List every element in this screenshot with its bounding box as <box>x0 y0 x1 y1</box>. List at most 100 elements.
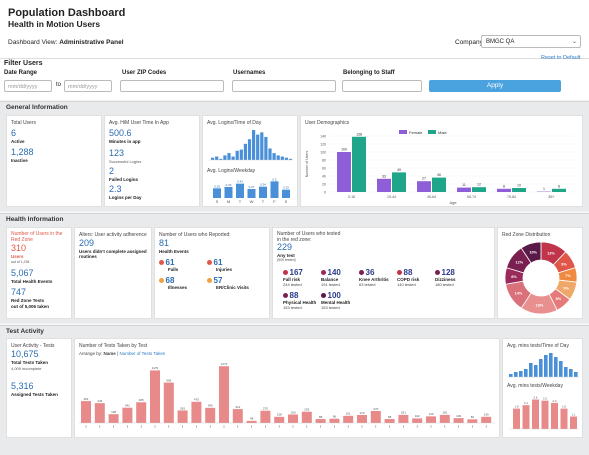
test-bar <box>481 416 492 423</box>
login-weekday-value: 0.27 <box>249 185 255 189</box>
company-select[interactable]: BMGC QA ⌄ <box>481 35 581 48</box>
donut-label: 7% <box>565 274 571 278</box>
legend-male-swatch <box>428 130 436 134</box>
y-tick: 40 <box>322 175 326 179</box>
login-time-bar <box>227 153 231 160</box>
status-dot-icon <box>397 270 402 275</box>
redzone-card: Number of Users in the Red Zone 310 User… <box>6 227 72 319</box>
zip-input[interactable] <box>120 80 224 92</box>
test-bar <box>246 420 257 423</box>
distribution-donut: 13% 9% 7% 9% 8% 18% 14% 8% 12% 10% <box>504 241 578 315</box>
staff-label: Belonging to Staff <box>343 70 395 76</box>
dashboard-view: Dashboard View: Administrative Panel <box>8 39 124 46</box>
male-value: 49 <box>397 168 401 172</box>
apply-button[interactable]: Apply <box>429 80 561 92</box>
login-weekday-bar <box>247 189 256 198</box>
active-label: Active <box>11 139 25 144</box>
arrange-by: Arrange by: Name | Number of Tests Taken <box>79 351 165 356</box>
usernames-input[interactable] <box>232 80 336 92</box>
test-bar-value: 88 <box>388 415 392 419</box>
page-header <box>0 0 589 58</box>
login-time-bar <box>280 156 284 160</box>
donut-label: 8% <box>511 275 517 279</box>
filter-title: Filter Users <box>4 60 43 67</box>
login-time-bar <box>268 148 272 160</box>
mins-weekday-value: 2.3 <box>553 399 557 403</box>
mins-weekday-value: 2.1 <box>524 401 528 405</box>
mins-time-bar <box>529 363 533 377</box>
test-bar <box>453 418 464 423</box>
weekday-tick: M <box>227 199 230 204</box>
test-bar-value: 312 <box>235 405 240 409</box>
mins-time-bar <box>569 369 573 377</box>
test-bar-value: 179 <box>359 411 364 415</box>
test-bar-value: 1273 <box>221 362 228 366</box>
zip-label: User ZIP Codes <box>122 70 167 76</box>
tested-item: 100 Mental Health 153 tested <box>321 291 350 310</box>
male-value: 10 <box>517 184 521 188</box>
demographics-title: User Demographics <box>305 120 350 126</box>
donut-label: 18% <box>536 303 544 307</box>
redzone-tests: 747 <box>11 287 27 297</box>
donut-label: 12% <box>516 260 524 264</box>
tested-item-label: Dizziness <box>435 277 456 282</box>
mins-time-bar <box>534 365 538 377</box>
chevron-down-icon: ⌄ <box>571 39 577 45</box>
male-bar <box>552 188 566 192</box>
tested-item-sub: 191 tested <box>321 282 340 287</box>
mins-weekday-bar <box>541 400 549 429</box>
test-bar <box>412 418 423 423</box>
login-time-bar <box>252 130 256 160</box>
male-bar <box>432 177 446 192</box>
date-to-input[interactable]: mm/dd/yyyy <box>64 80 112 92</box>
weekday-tick: S <box>285 199 288 204</box>
date-from-input[interactable]: mm/dd/yyyy <box>4 80 52 92</box>
login-time-bar <box>219 158 223 160</box>
health-title: Health Information <box>6 216 64 223</box>
test-bar-value: 139 <box>484 413 489 417</box>
login-time-bar <box>235 150 239 160</box>
y-tick: 80 <box>322 159 326 163</box>
login-time-bar <box>272 153 276 160</box>
login-weekday-bar <box>213 188 221 198</box>
mins-time-title: Avg. mins tests/Time of Day <box>507 343 569 349</box>
reported-item-label: Injuries <box>216 267 233 272</box>
staff-input[interactable] <box>342 80 422 92</box>
reset-link[interactable]: Reset to Default <box>541 55 581 61</box>
reported-card: Number of Users who Reported: 81 Health … <box>154 227 270 319</box>
weekday-tick: W <box>250 199 254 204</box>
male-value: 36 <box>437 173 441 177</box>
minutes-label: Minutes in app <box>109 139 141 144</box>
age-tick: 75-84 <box>507 195 516 199</box>
test-bar <box>191 401 202 423</box>
mins-time-bar <box>539 359 543 377</box>
test-bar-value: 906 <box>166 378 171 382</box>
test-bar <box>260 410 271 423</box>
female-bar <box>497 188 511 192</box>
tested-item-label: Fall risk <box>283 277 301 282</box>
test-bar <box>232 409 243 423</box>
test-bar <box>329 418 340 423</box>
reported-item-count: 68 <box>165 276 175 285</box>
arrange-name-link[interactable]: Name <box>103 351 116 356</box>
usernames-label: Usernames <box>233 70 266 76</box>
reported-item-count: 57 <box>213 276 223 285</box>
age-tick: 65-74 <box>467 195 476 199</box>
arrange-count-link[interactable]: Number of Tests Taken <box>119 351 166 356</box>
redzone-tests-sub: out of 5,006 taken <box>11 304 50 309</box>
assigned-tests-label: Assigned Tests Taken <box>11 392 58 397</box>
male-bar <box>352 136 366 192</box>
by-test-card: Number of Tests Taken by Test Arrange by… <box>74 338 500 438</box>
tested-value: 229 <box>277 242 293 252</box>
weekday-tick: S <box>216 199 219 204</box>
login-time-bar <box>215 156 219 160</box>
mins-weekday-bar <box>522 405 530 429</box>
test-bar <box>94 403 105 423</box>
logins-time-chart <box>209 130 293 161</box>
active-count: 6 <box>11 128 17 138</box>
login-time-bar <box>239 149 243 160</box>
login-time-bar <box>247 139 252 160</box>
activity-title: User Activity - Tests <box>11 343 55 349</box>
mins-time-chart <box>507 353 579 378</box>
tested-item-sub: 63 tested <box>359 282 376 287</box>
